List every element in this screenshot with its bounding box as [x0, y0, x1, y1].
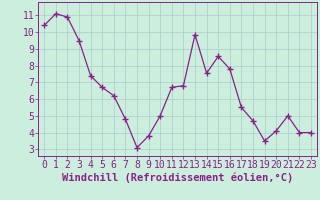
X-axis label: Windchill (Refroidissement éolien,°C): Windchill (Refroidissement éolien,°C) — [62, 173, 293, 183]
